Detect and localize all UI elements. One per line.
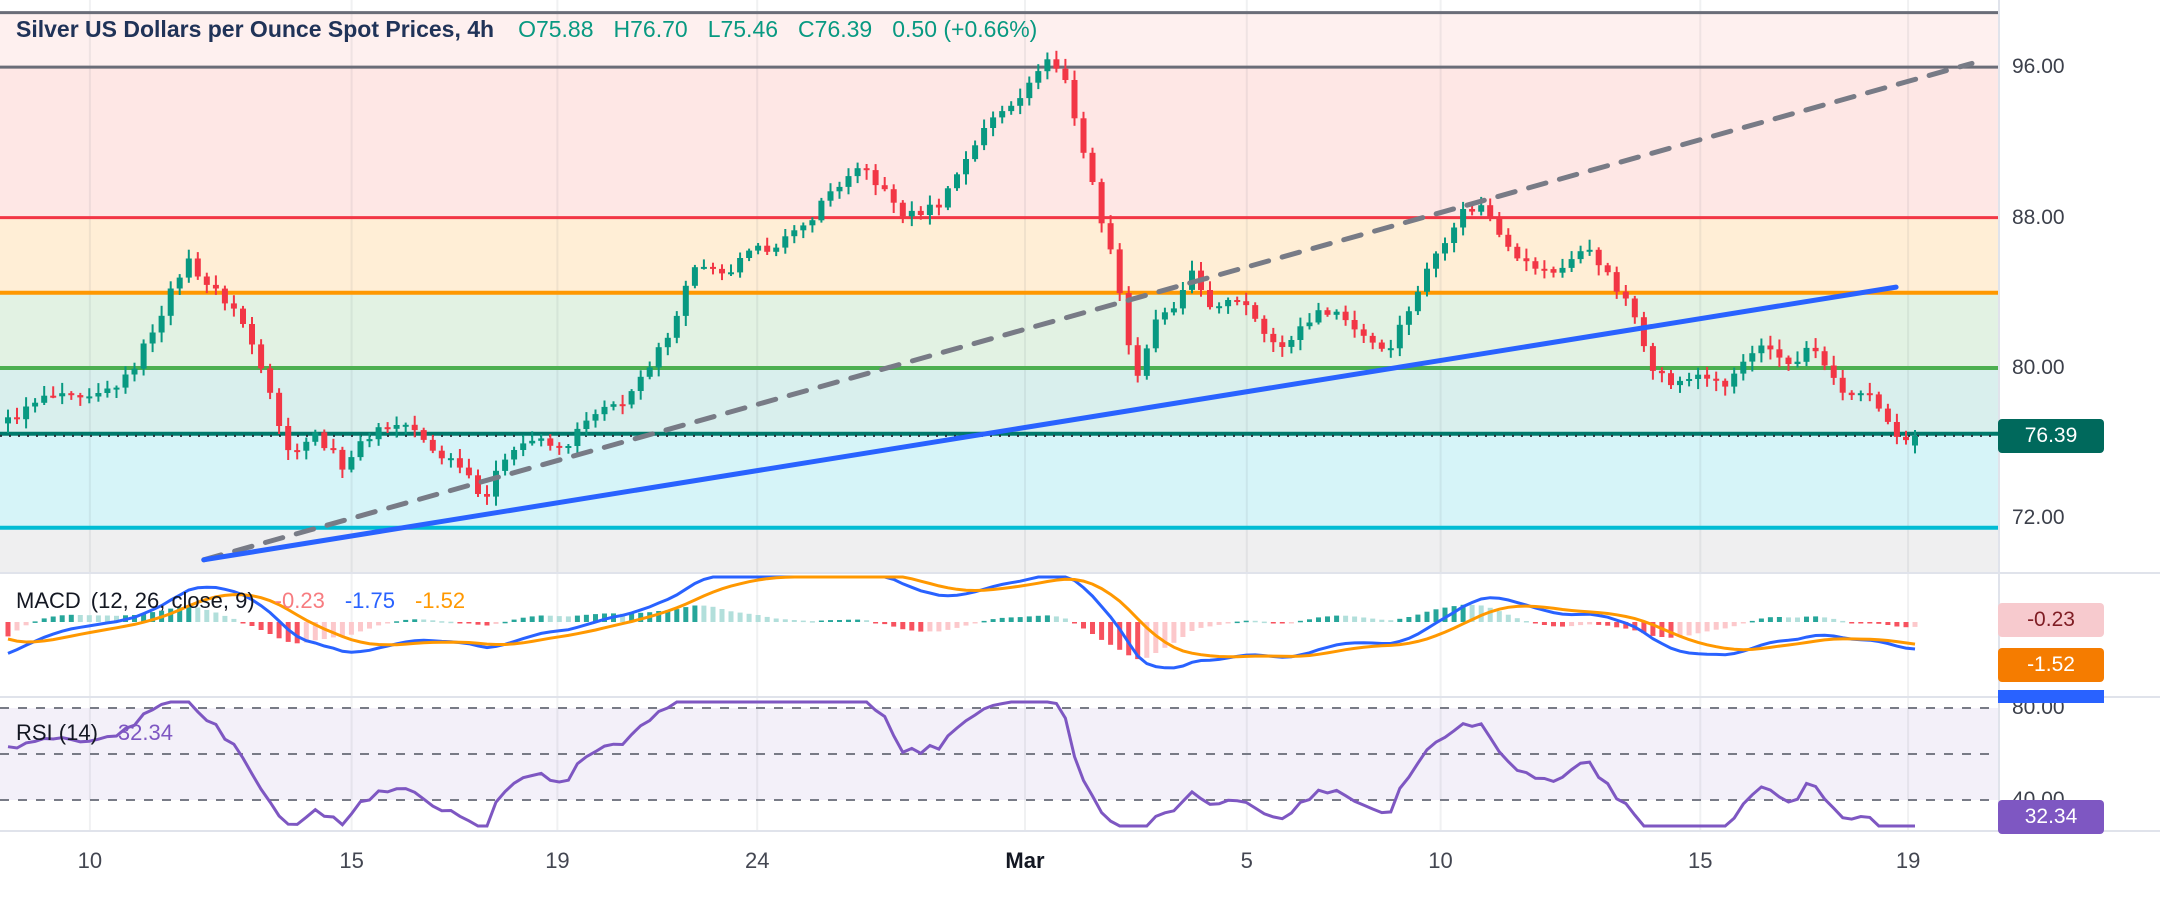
macd-histogram-value: -0.23 bbox=[274, 588, 325, 613]
macd-signal-value: -1.52 bbox=[414, 588, 466, 613]
price-scale-border bbox=[1998, 0, 2000, 832]
rsi-name: RSI (14) bbox=[16, 720, 98, 745]
price-tick-label: 88.00 bbox=[2012, 205, 2065, 229]
close-value: C76.39 bbox=[798, 16, 873, 42]
price-scale[interactable]: 96.00 88.00 80.00 72.00 bbox=[1998, 0, 2160, 832]
symbol-title: Silver US Dollars per Ounce Spot Prices,… bbox=[16, 16, 495, 42]
price-tick-label: 80.00 bbox=[2012, 355, 2065, 379]
last-price-badge: 76.39 bbox=[1998, 419, 2104, 453]
macd-name: MACD bbox=[16, 588, 81, 613]
panel-separator[interactable] bbox=[0, 696, 2160, 698]
panel-separator[interactable] bbox=[0, 572, 2160, 574]
high-value: H76.70 bbox=[613, 16, 688, 42]
time-tick-label: Mar bbox=[1005, 848, 1045, 873]
macd-histogram-badge: -0.23 bbox=[1998, 603, 2104, 637]
time-tick-label: 19 bbox=[1895, 848, 1921, 873]
rsi-value: 32.34 bbox=[117, 720, 173, 745]
price-tick-label: 96.00 bbox=[2012, 55, 2065, 79]
time-tick-label: 19 bbox=[545, 848, 570, 873]
price-panel[interactable] bbox=[0, 0, 1998, 572]
open-value: O75.88 bbox=[518, 16, 594, 42]
time-tick-label: 10 bbox=[1428, 848, 1453, 873]
macd-panel[interactable] bbox=[0, 574, 1998, 696]
macd-legend[interactable]: MACD (12, 26, close, 9) -0.23 -1.75 -1.5… bbox=[16, 588, 465, 614]
panel-separator[interactable] bbox=[0, 830, 2160, 832]
time-tick-label: 24 bbox=[744, 848, 770, 873]
time-tick-label: 10 bbox=[77, 848, 103, 873]
macd-line-badge bbox=[1998, 690, 2104, 703]
time-scale[interactable]: 10 15 19 24 Mar 5 10 15 19 bbox=[0, 832, 1998, 902]
rsi-legend[interactable]: RSI (14) 32.34 bbox=[16, 720, 173, 746]
rsi-panel[interactable] bbox=[0, 698, 1998, 830]
symbol-legend[interactable]: Silver US Dollars per Ounce Spot Prices,… bbox=[16, 16, 1037, 43]
macd-line-value: -1.75 bbox=[344, 588, 395, 613]
macd-signal-badge: -1.52 bbox=[1998, 648, 2104, 682]
change-value: 0.50 (+0.66%) bbox=[892, 16, 1038, 42]
rsi-badge: 32.34 bbox=[1998, 800, 2104, 834]
time-tick-label: 5 bbox=[1240, 848, 1253, 873]
price-tick-label: 72.00 bbox=[2012, 506, 2065, 530]
time-tick-label: 15 bbox=[1688, 848, 1713, 873]
time-tick-label: 15 bbox=[339, 848, 364, 873]
macd-params: (12, 26, close, 9) bbox=[90, 588, 255, 613]
low-value: L75.46 bbox=[707, 16, 779, 42]
